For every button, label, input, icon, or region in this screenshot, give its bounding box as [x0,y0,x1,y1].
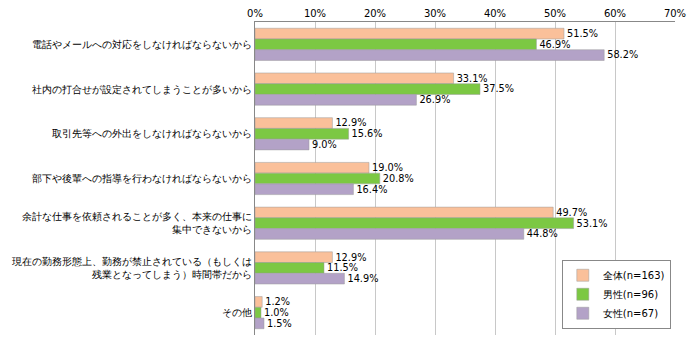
svg-text:10%: 10% [304,8,326,19]
svg-text:男性(n=96): 男性(n=96) [603,289,658,300]
svg-text:50%: 50% [544,8,566,19]
svg-text:37.5%: 37.5% [483,83,514,94]
svg-text:11.5%: 11.5% [327,262,358,273]
svg-text:余計な仕事を依頼されることが多く、本来の仕事に集中できないか: 余計な仕事を依頼されることが多く、本来の仕事に集中できないから [22,211,252,235]
svg-text:15.6%: 15.6% [352,128,383,139]
svg-text:46.9%: 46.9% [539,39,570,50]
svg-text:53.1%: 53.1% [577,218,608,229]
svg-text:14.9%: 14.9% [347,273,378,284]
svg-text:26.9%: 26.9% [419,94,450,105]
svg-text:60%: 60% [604,8,626,19]
svg-text:全体(n=163): 全体(n=163) [603,270,665,281]
svg-text:1.5%: 1.5% [267,318,292,329]
svg-text:1.2%: 1.2% [265,296,290,307]
svg-text:0%: 0% [247,8,263,19]
svg-text:44.8%: 44.8% [527,228,558,239]
svg-text:19.0%: 19.0% [372,162,403,173]
svg-text:9.0%: 9.0% [312,139,337,150]
svg-text:33.1%: 33.1% [457,73,488,84]
svg-text:その他: その他 [222,307,252,318]
svg-text:49.7%: 49.7% [556,207,587,218]
svg-text:70%: 70% [664,8,686,19]
svg-text:16.4%: 16.4% [356,184,387,195]
svg-text:部下や後輩への指導を行わなければならないから: 部下や後輩への指導を行わなければならないから [32,173,252,184]
svg-text:20.8%: 20.8% [383,173,414,184]
svg-text:30%: 30% [424,8,446,19]
svg-text:12.9%: 12.9% [335,252,366,263]
svg-text:1.0%: 1.0% [264,307,289,318]
svg-text:58.2%: 58.2% [607,49,638,60]
svg-text:20%: 20% [364,8,386,19]
svg-text:電話やメールへの対応をしなければならないから: 電話やメールへの対応をしなければならないから [32,39,252,50]
svg-text:現在の勤務形態上、勤務が禁止されている（もしくは残業となって: 現在の勤務形態上、勤務が禁止されている（もしくは残業となってしまう）時間帯だから [12,256,252,280]
svg-text:12.9%: 12.9% [335,117,366,128]
svg-text:女性(n=67): 女性(n=67) [603,308,658,319]
svg-text:社内の打合せが設定されてしまうことが多いから: 社内の打合せが設定されてしまうことが多いから [32,84,252,95]
svg-text:51.5%: 51.5% [567,28,598,39]
svg-text:40%: 40% [484,8,506,19]
svg-text:取引先等への外出をしなければならないから: 取引先等への外出をしなければならないから [52,128,252,139]
